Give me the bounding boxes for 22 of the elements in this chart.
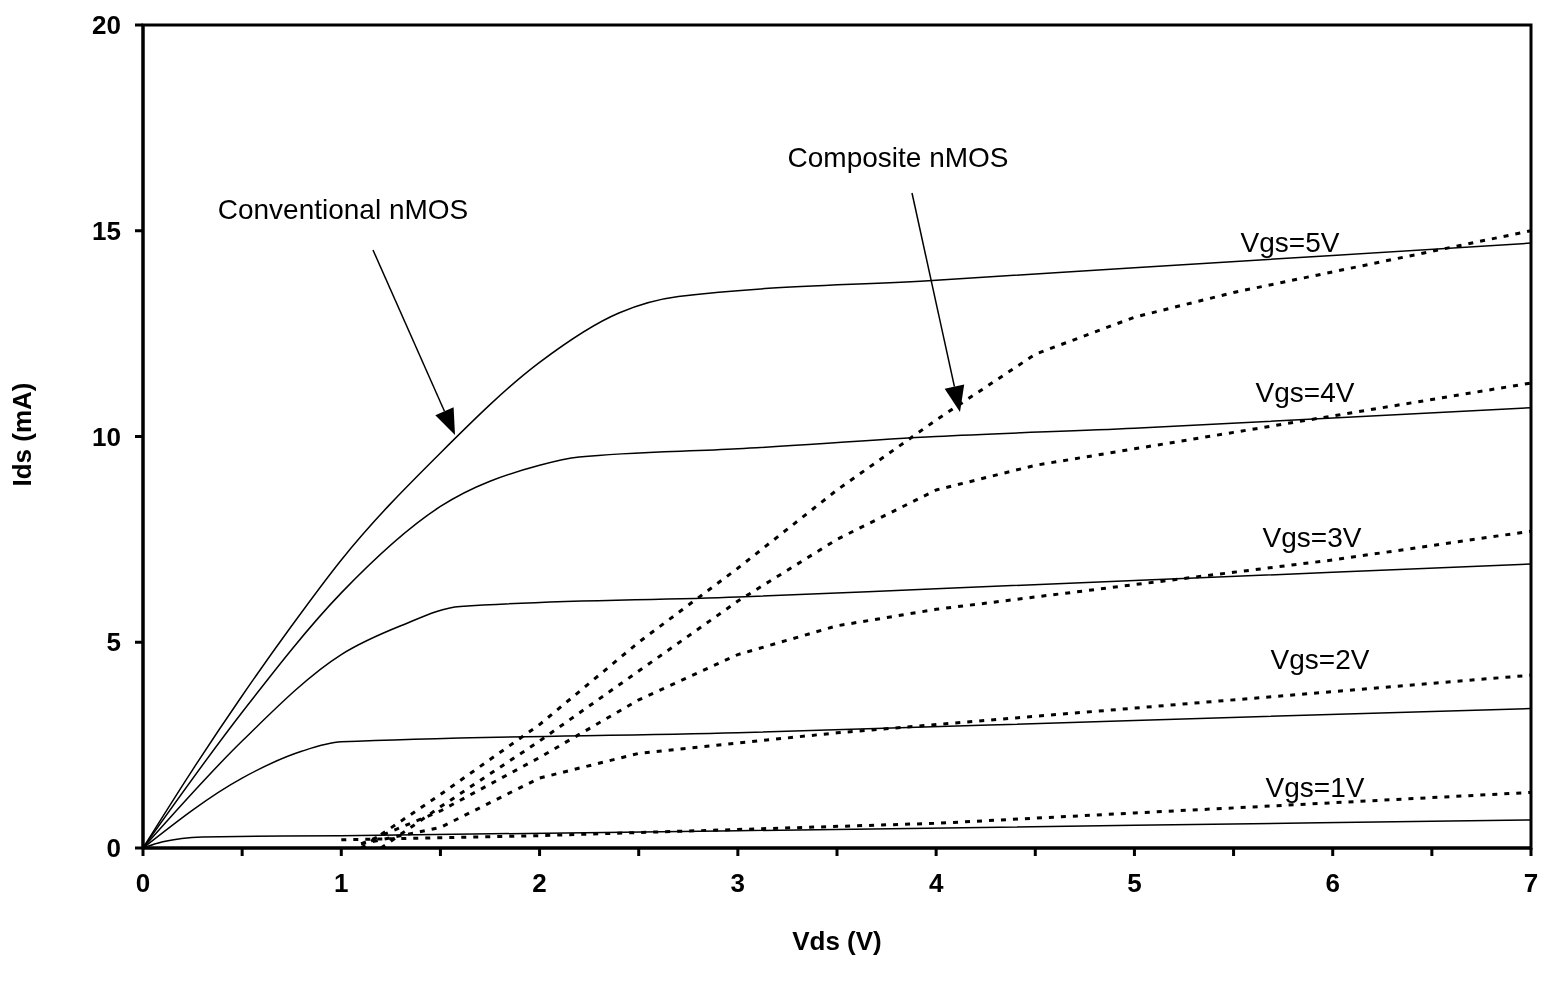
annotation: Conventional nMOS — [217, 194, 469, 226]
annotation: Vgs=1V — [1265, 772, 1365, 804]
x-tick-label: 4 — [928, 868, 944, 899]
x-tick-label: 2 — [532, 868, 547, 899]
y-tick-label: 5 — [106, 627, 121, 658]
annotation: Vgs=4V — [1255, 377, 1355, 409]
y-tick-label: 10 — [92, 421, 121, 452]
x-tick-label: 3 — [730, 868, 746, 899]
x-tick-label: 0 — [135, 868, 151, 899]
y-axis-title: Ids (mA) — [7, 382, 38, 487]
annotation: Vgs=3V — [1262, 522, 1362, 554]
annotation: Vgs=5V — [1240, 227, 1340, 259]
y-tick-label: 20 — [92, 10, 121, 41]
x-tick-label: 7 — [1523, 868, 1539, 899]
x-tick-label: 1 — [334, 868, 349, 899]
x-tick-label: 6 — [1325, 868, 1340, 899]
annotation: Vgs=2V — [1270, 644, 1370, 676]
x-tick-label: 5 — [1127, 868, 1142, 899]
x-axis-title: Vds (V) — [792, 926, 882, 956]
y-tick-label: 15 — [92, 215, 121, 246]
annotation: Composite nMOS — [787, 142, 1009, 174]
y-tick-label: 0 — [106, 833, 121, 864]
